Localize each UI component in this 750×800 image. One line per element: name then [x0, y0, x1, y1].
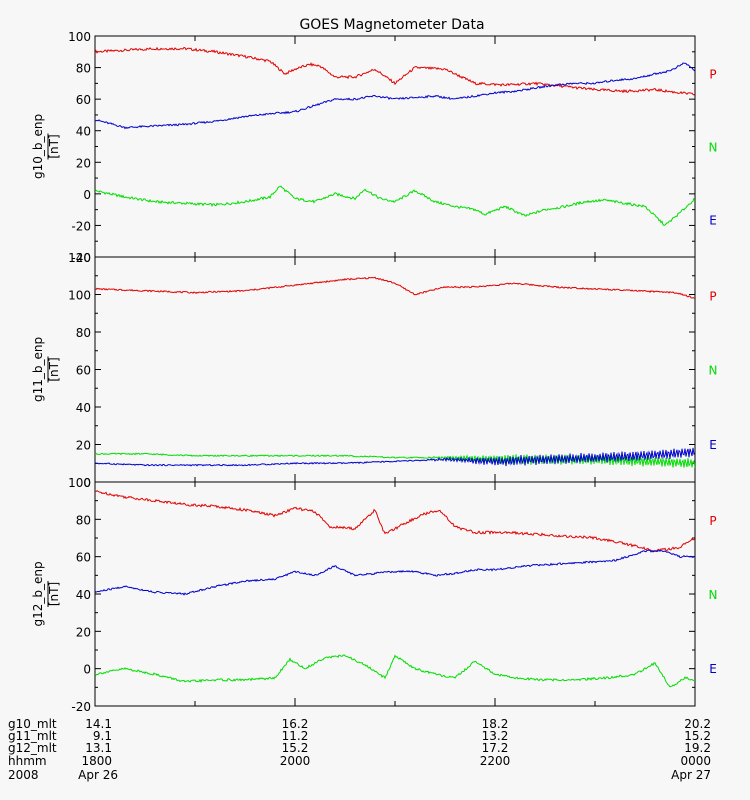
legend-E: E — [709, 438, 717, 452]
y-axis-unit: [nT] — [47, 357, 61, 381]
y-axis-unit: [nT] — [47, 134, 61, 158]
footer-value: 9.1 — [93, 729, 112, 743]
footer-value: 18.2 — [482, 717, 509, 731]
series-line-N — [95, 185, 695, 226]
y-tick-label: 0 — [83, 188, 91, 202]
legend-N: N — [709, 364, 718, 378]
y-tick-label: 20 — [76, 625, 91, 639]
y-tick-label: 0 — [83, 476, 91, 490]
footer-value: 0000 — [680, 754, 711, 768]
panel-frame — [94, 35, 696, 258]
panel-frame — [94, 256, 696, 483]
y-tick-label: 40 — [76, 401, 91, 415]
series-line-P — [95, 490, 695, 553]
y-tick-label: 80 — [76, 62, 91, 76]
legend-E: E — [709, 213, 717, 227]
y-tick-label: 100 — [68, 289, 91, 303]
y-axis-label: g12_b_enp — [31, 561, 45, 626]
y-tick-label: 40 — [76, 125, 91, 139]
footer-value: 13.1 — [85, 741, 112, 755]
series-line-P — [95, 276, 695, 299]
y-tick-label: 60 — [76, 551, 91, 565]
series-line-P — [95, 46, 695, 96]
panel-1: -40 -20 0 20 40 60 80 100 g10_b_enp [nT] P N E — [31, 30, 717, 265]
footer-row-label: 2008 — [8, 768, 39, 782]
series-line-E — [95, 447, 695, 467]
y-tick-label: 80 — [76, 326, 91, 340]
legend-E: E — [709, 662, 717, 676]
y-tick-label: 0 — [83, 663, 91, 677]
y-tick-label: 80 — [76, 513, 91, 527]
footer-value: 15.2 — [282, 741, 309, 755]
y-axis-unit: [nT] — [47, 582, 61, 606]
chart-title: GOES Magnetometer Data — [299, 17, 484, 33]
y-axis-label: g10_b_enp — [31, 114, 45, 179]
y-tick-label: 60 — [76, 364, 91, 378]
y-axis-label: g11_b_enp — [31, 337, 45, 402]
footer-value: 20.2 — [684, 717, 711, 731]
footer-row-label: hhmm — [8, 754, 47, 768]
time-axis-footer: g10_mlt 14.1 16.2 18.2 20.2 g11_mlt 9.1 11.2 13.… — [8, 717, 711, 782]
panel-3: -20 0 20 40 60 80 100 g12_b_enp [nT] P N E — [31, 476, 717, 714]
footer-value: 16.2 — [282, 717, 309, 731]
y-tick-label: 20 — [76, 156, 91, 170]
footer-value: 19.2 — [684, 741, 711, 755]
y-tick-label: 60 — [76, 93, 91, 107]
footer-value: 11.2 — [282, 729, 309, 743]
footer-value: 15.2 — [684, 729, 711, 743]
legend-N: N — [709, 141, 718, 155]
y-tick-label: 120 — [68, 251, 91, 265]
footer-value: 2200 — [480, 754, 511, 768]
legend-P: P — [709, 289, 716, 303]
y-tick-label: -20 — [71, 219, 91, 233]
footer-value: 1800 — [81, 754, 112, 768]
footer-value: 17.2 — [482, 741, 509, 755]
legend-N: N — [709, 588, 718, 602]
series-line-N — [95, 654, 695, 688]
footer-value: Apr 27 — [671, 768, 711, 782]
footer-value: 13.2 — [482, 729, 509, 743]
y-tick-label: 40 — [76, 588, 91, 602]
footer-value: 2000 — [280, 754, 311, 768]
footer-row-label: g10_mlt — [8, 717, 57, 731]
footer-value: Apr 26 — [78, 768, 118, 782]
y-tick-label: -40 — [71, 251, 91, 265]
series-line-E — [95, 62, 695, 130]
footer-value: 14.1 — [85, 717, 112, 731]
y-tick-label: 20 — [76, 439, 91, 453]
footer-row-label: g11_mlt — [8, 729, 57, 743]
y-tick-label: 100 — [68, 30, 91, 44]
series-line-E — [95, 549, 695, 596]
panel-2: 0 20 40 60 80 100 120 g11_b_enp [nT] P N E — [31, 251, 717, 490]
footer-row-label: g12_mlt — [8, 741, 57, 755]
y-tick-label: -20 — [71, 700, 91, 714]
legend-P: P — [709, 68, 716, 82]
y-tick-label: 100 — [68, 476, 91, 490]
legend-P: P — [709, 514, 716, 528]
